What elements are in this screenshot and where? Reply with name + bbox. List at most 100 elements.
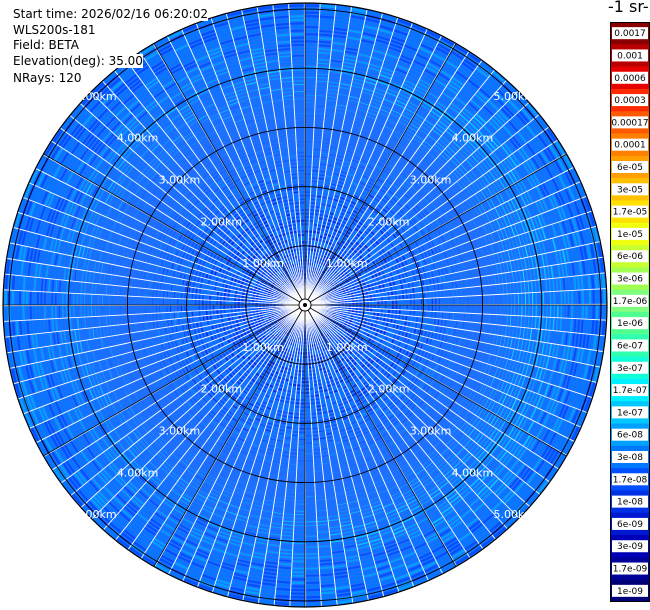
data-cell: [480, 108, 492, 119]
data-cell: [355, 67, 367, 72]
data-cell: [485, 123, 496, 134]
data-cell: [305, 109, 315, 110]
data-cell: [486, 172, 493, 183]
data-cell: [397, 144, 405, 150]
data-cell: [341, 134, 350, 137]
data-cell: [368, 108, 379, 113]
data-cell: [347, 244, 352, 249]
data-cell: [440, 154, 448, 162]
data-cell: [389, 43, 403, 50]
data-cell: [385, 192, 392, 198]
data-cell: [332, 264, 337, 269]
data-cell: [407, 202, 413, 208]
data-cell: [332, 285, 336, 289]
data-cell: [377, 297, 380, 301]
data-cell: [494, 166, 502, 177]
data-cell: [495, 132, 505, 144]
data-cell: [374, 258, 379, 263]
data-cell: [363, 261, 368, 266]
data-cell: [462, 177, 469, 186]
data-cell: [357, 200, 364, 205]
data-cell: [414, 215, 420, 222]
data-cell: [330, 223, 336, 228]
data-cell: [375, 225, 380, 231]
data-cell: [418, 107, 429, 114]
data-cell: [440, 69, 453, 78]
data-cell: [503, 143, 513, 154]
data-cell: [501, 145, 510, 156]
data-cell: [367, 142, 376, 146]
data-cell: [319, 282, 323, 286]
data-cell: [354, 236, 359, 240]
data-cell: [369, 178, 376, 183]
data-cell: [319, 26, 333, 30]
data-cell: [316, 95, 327, 97]
data-cell: [497, 164, 505, 175]
data-cell: [316, 195, 322, 198]
data-cell: [316, 271, 320, 276]
data-cell: [364, 230, 369, 235]
data-cell: [318, 239, 323, 242]
data-cell: [534, 136, 545, 150]
data-cell: [323, 267, 327, 271]
data-cell: [314, 209, 320, 212]
data-cell: [305, 166, 312, 168]
data-cell: [378, 28, 393, 35]
data-cell: [437, 43, 451, 53]
data-cell: [592, 305, 595, 319]
data-cell: [330, 183, 337, 186]
data-cell: [362, 129, 371, 133]
data-cell: [383, 195, 390, 201]
data-cell: [373, 308, 376, 313]
data-cell: [395, 300, 398, 305]
data-cell: [537, 134, 548, 148]
data-cell: [324, 211, 330, 214]
data-cell: [390, 113, 400, 118]
data-cell: [490, 117, 501, 129]
data-cell: [336, 241, 341, 246]
data-cell: [388, 190, 394, 195]
data-cell: [337, 181, 344, 185]
data-cell: [414, 183, 420, 190]
data-cell: [402, 217, 407, 223]
data-cell: [305, 155, 313, 157]
data-cell: [432, 129, 442, 137]
data-cell: [461, 61, 475, 72]
data-cell: [319, 286, 323, 290]
data-cell: [455, 71, 469, 81]
data-cell: [338, 215, 344, 219]
data-cell: [340, 138, 349, 141]
data-cell: [348, 99, 359, 103]
data-cell: [369, 600, 385, 606]
data-cell: [308, 230, 313, 233]
data-cell: [356, 169, 364, 173]
data-cell: [466, 159, 474, 168]
data-cell: [353, 78, 365, 82]
data-cell: [320, 287, 324, 291]
data-cell: [354, 206, 360, 211]
data-cell: [497, 89, 510, 101]
data-cell: [366, 115, 376, 119]
data-cell: [320, 153, 329, 155]
data-cell: [514, 151, 524, 163]
data-cell: [350, 201, 357, 205]
data-cell: [335, 272, 340, 276]
data-cell: [414, 56, 428, 64]
data-cell: [328, 193, 334, 197]
data-cell: [438, 171, 445, 179]
data-cell: [365, 77, 377, 82]
data-cell: [350, 185, 357, 189]
data-cell: [358, 53, 371, 58]
data-cell: [331, 49, 345, 53]
data-cell: [319, 170, 326, 173]
data-cell: [314, 116, 324, 118]
data-cell: [312, 156, 320, 158]
data-cell: [504, 81, 517, 94]
data-cell: [604, 352, 607, 368]
data-cell: [311, 237, 316, 241]
data-cell: [323, 124, 333, 126]
data-cell: [450, 158, 458, 167]
data-cell: [508, 120, 519, 132]
data-cell: [352, 81, 364, 86]
